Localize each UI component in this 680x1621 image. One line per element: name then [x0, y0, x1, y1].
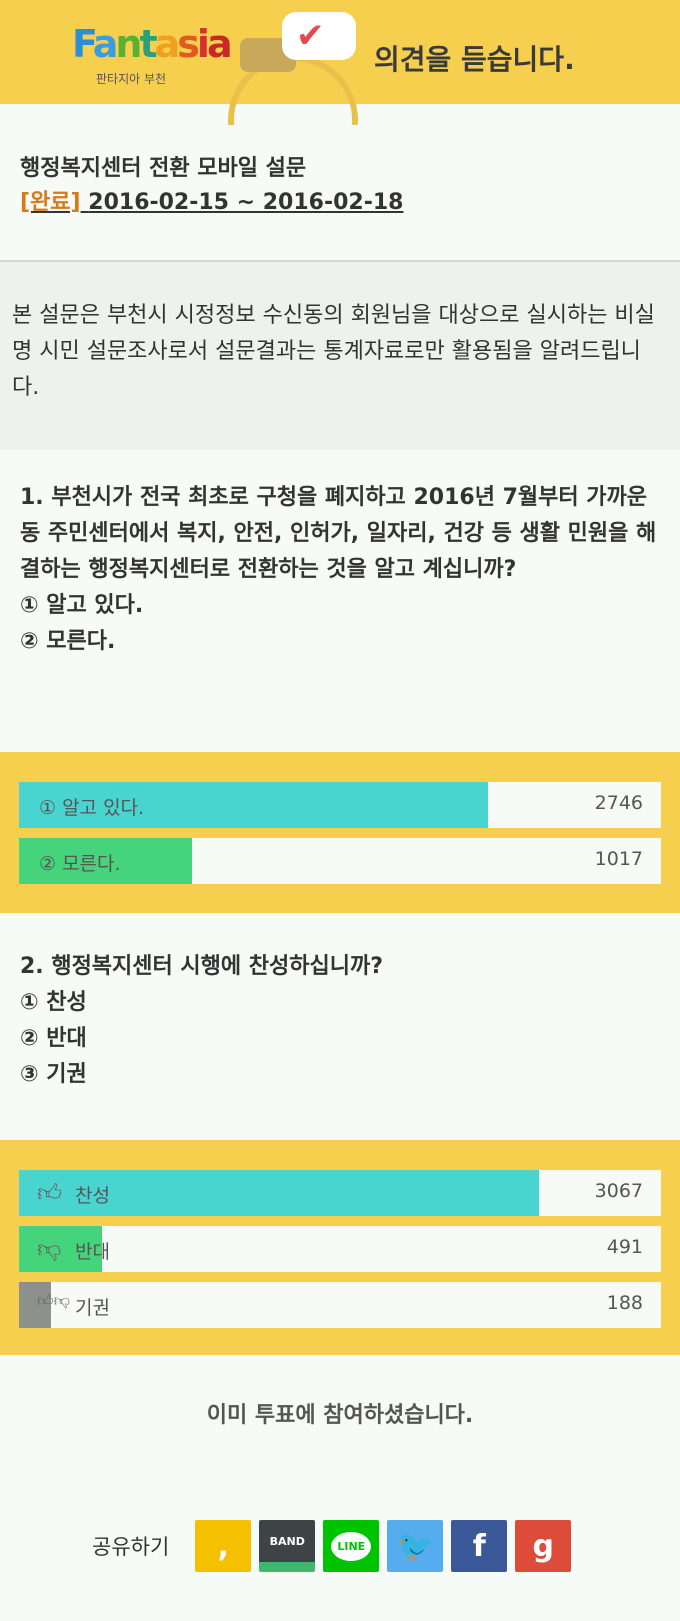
- share-label: 공유하기: [92, 1535, 170, 1559]
- status-badge: [완료]: [20, 190, 81, 215]
- result-fill: [19, 1282, 52, 1328]
- question-1-results: ① 알고 있다. 2746 ② 모른다. 1017: [0, 752, 680, 913]
- question-text: 1. 부천시가 전국 최초로 구청을 폐지하고 2016년 7월부터 가까운 동…: [20, 485, 657, 582]
- question-text: 2. 행정복지센터 시행에 찬성하십니까?: [20, 954, 384, 979]
- result-fill: [19, 1226, 103, 1272]
- result-bar: ② 모른다. 1017: [19, 838, 661, 884]
- result-fill: [19, 1170, 540, 1216]
- result-fill: [19, 782, 488, 828]
- voted-message: 이미 투표에 참여하셨습니다.: [206, 1403, 474, 1428]
- result-fill: [19, 838, 193, 884]
- survey-period: [완료] 2016-02-15 ~ 2016-02-18: [20, 186, 660, 220]
- result-count: 2746: [594, 792, 643, 814]
- result-bar: 👍︎👎︎ 기권 188: [19, 1282, 661, 1328]
- option: ③ 기권: [20, 1062, 87, 1087]
- survey-notice: 본 설문은 부천시 시정정보 수신동의 회원님을 대상으로 실시하는 비실명 시…: [0, 262, 680, 450]
- share-kakaostory-button[interactable]: ,: [195, 1520, 252, 1572]
- thumbs-up-down-icon: 👍︎👎︎: [37, 1291, 70, 1310]
- header: Fantasia 판타지아 부천 ✔ 의견을 듣습니다.: [0, 0, 680, 125]
- result-count: 3067: [594, 1180, 643, 1202]
- option: ② 모른다.: [20, 629, 116, 654]
- question-1: 1. 부천시가 전국 최초로 구청을 폐지하고 2016년 7월부터 가까운 동…: [0, 450, 680, 752]
- result-label: 기권: [75, 1297, 110, 1319]
- result-bar: ① 알고 있다. 2746: [19, 782, 661, 828]
- line-icon: LINE: [331, 1531, 372, 1561]
- thumbs-up-icon: 👍︎: [37, 1179, 63, 1207]
- header-tagline: 의견을 듣습니다.: [374, 43, 575, 76]
- thumbs-down-icon: 👎︎: [37, 1235, 62, 1263]
- result-label: ② 모른다.: [39, 853, 121, 875]
- survey-dates: 2016-02-15 ~ 2016-02-18: [88, 190, 404, 215]
- share-bar: 공유하기 , BAND LINE 🐦 f g: [0, 1520, 680, 1572]
- share-band-button[interactable]: BAND: [259, 1520, 316, 1572]
- result-count: 1017: [594, 848, 643, 870]
- survey-title: 행정복지센터 전환 모바일 설문: [20, 156, 307, 181]
- checkmark-icon: ✔: [296, 16, 325, 56]
- share-facebook-button[interactable]: f: [451, 1520, 508, 1572]
- share-line-button[interactable]: LINE: [323, 1520, 380, 1572]
- result-bar: 👍︎ 찬성 3067: [19, 1170, 661, 1216]
- result-label: 반대: [75, 1241, 110, 1263]
- question-2-results: 👍︎ 찬성 3067 👎︎ 반대 491 👍︎👎︎ 기권 188: [0, 1140, 680, 1355]
- logo-subtitle: 판타지아 부천: [96, 72, 167, 86]
- survey-title-section: 행정복지센터 전환 모바일 설문 [완료] 2016-02-15 ~ 2016-…: [0, 104, 680, 262]
- option: ② 반대: [20, 1026, 87, 1051]
- result-count: 491: [606, 1236, 643, 1258]
- speech-bubble-icon: [282, 12, 356, 60]
- option: ① 알고 있다.: [20, 593, 144, 618]
- fantasia-logo[interactable]: Fantasia: [72, 22, 233, 66]
- share-twitter-button[interactable]: 🐦: [387, 1520, 444, 1572]
- result-bar: 👎︎ 반대 491: [19, 1226, 661, 1272]
- option: ① 찬성: [20, 990, 87, 1015]
- result-label: 찬성: [75, 1185, 110, 1207]
- result-label: ① 알고 있다.: [39, 797, 145, 819]
- share-google-plus-button[interactable]: g: [515, 1520, 572, 1572]
- result-count: 188: [606, 1292, 643, 1314]
- question-2: 2. 행정복지센터 시행에 찬성하십니까? ① 찬성 ② 반대 ③ 기권: [0, 913, 680, 1140]
